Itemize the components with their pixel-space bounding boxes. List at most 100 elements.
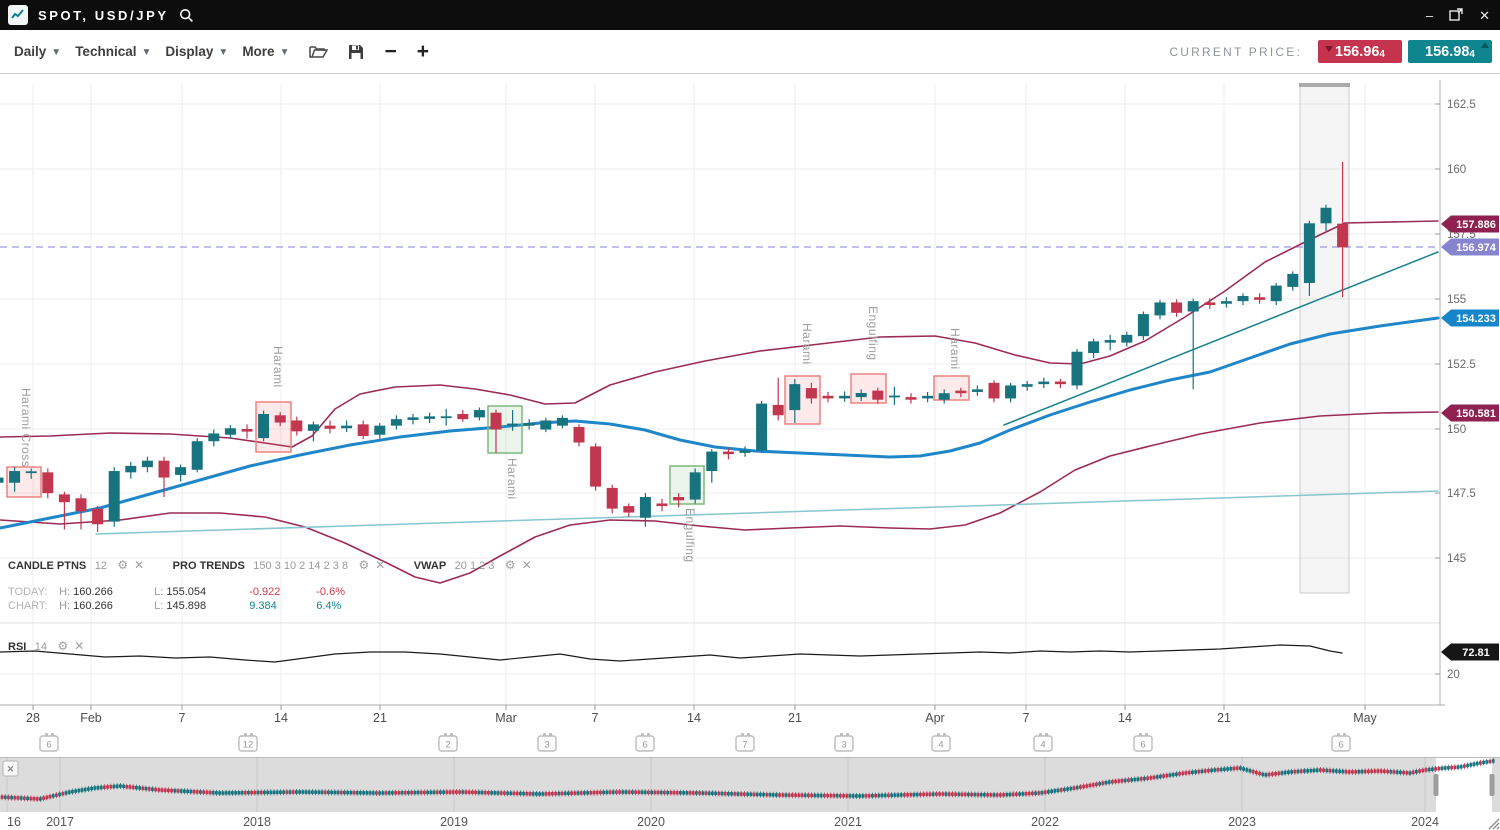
minimap-candle: [1184, 771, 1188, 775]
minimap-candle: [599, 790, 602, 795]
zoom-in-button[interactable]: +: [416, 40, 430, 63]
search-icon[interactable]: [179, 8, 194, 23]
minimap-candle: [823, 793, 826, 798]
minimap-candle: [855, 794, 858, 798]
candlestick: [9, 471, 21, 483]
minimap-candle: [439, 790, 442, 794]
minimap-candle: [1267, 772, 1271, 777]
chart-text: 160: [1447, 164, 1466, 176]
price-badge: [1441, 309, 1499, 327]
minimap-candle: [243, 790, 247, 795]
minimap-candle: [954, 792, 957, 796]
minimap-left-handle[interactable]: [1433, 774, 1439, 796]
minimap-candle: [1296, 769, 1300, 774]
minimap-candle: [1200, 769, 1204, 773]
minimap-candle: [1146, 776, 1149, 780]
calendar-badge-icon[interactable]: [735, 735, 755, 752]
minimap-candle: [973, 792, 977, 797]
candlestick: [75, 498, 87, 512]
minimap-candle: [1341, 769, 1345, 774]
date-tick-label: 14: [1118, 711, 1132, 725]
minimap-candle: [359, 791, 362, 795]
minimap-candle: [199, 790, 202, 794]
menu-timeframe[interactable]: Daily ▼: [14, 44, 62, 59]
minimap-candle: [871, 793, 874, 798]
close-icon[interactable]: ✕: [134, 558, 145, 572]
minimap-candle: [112, 784, 116, 789]
candlestick: [374, 425, 386, 435]
resize-grip-icon: [1496, 826, 1500, 830]
minimap-candle: [413, 790, 417, 795]
minimap-candle: [1123, 778, 1127, 783]
calendar-badge-icon[interactable]: [438, 735, 458, 752]
open-folder-icon[interactable]: [309, 44, 329, 59]
calendar-badge-icon[interactable]: [635, 735, 655, 752]
menu-technical[interactable]: Technical ▼: [75, 44, 152, 59]
minimap-candle: [109, 785, 113, 789]
menu-more[interactable]: More ▼: [242, 44, 290, 59]
minimap-candle: [170, 788, 173, 793]
calendar-badge-icon[interactable]: [1133, 735, 1153, 752]
gear-icon[interactable]: ⚙: [117, 558, 129, 572]
calendar-badge-icon[interactable]: [1033, 735, 1053, 752]
minimap-candle: [1290, 770, 1293, 774]
minimap-candle: [419, 790, 423, 795]
minimap-candle: [1130, 778, 1133, 782]
minimap-candle: [1127, 778, 1130, 782]
popout-icon[interactable]: [1449, 7, 1463, 23]
zoom-out-button[interactable]: −: [384, 40, 397, 63]
minimap-candle: [906, 793, 909, 797]
minimize-button[interactable]: –: [1425, 7, 1434, 23]
minimap-candle: [1139, 777, 1143, 781]
chart-change-pct: 6.4%: [316, 600, 342, 612]
minimap-candle: [650, 790, 653, 795]
minimap-candle: [794, 793, 797, 797]
calendar-badge-icon[interactable]: [39, 735, 59, 752]
calendar-badge-icon[interactable]: [1331, 735, 1351, 752]
calendar-badge-icon[interactable]: [931, 735, 951, 752]
minimap-candle: [221, 791, 225, 795]
close-button[interactable]: ✕: [1479, 7, 1490, 23]
minimap-candle: [1264, 773, 1268, 777]
minimap-candle: [797, 793, 801, 797]
minimap-right-handle[interactable]: [1489, 774, 1495, 796]
minimap-candle: [323, 790, 327, 795]
menu-display[interactable]: Display ▼: [165, 44, 229, 59]
minimap-candle: [432, 790, 436, 795]
chart-text: 155: [1447, 294, 1466, 306]
minimap-candle: [631, 790, 634, 794]
zoom-region-handle[interactable]: [1299, 83, 1350, 87]
minimap-candle: [1475, 761, 1479, 766]
minimap-close-button[interactable]: [2, 760, 19, 777]
minimap-candle: [29, 796, 33, 801]
minimap-candle: [330, 790, 333, 795]
minimap-candle: [211, 790, 215, 795]
minimap-candle: [759, 792, 762, 797]
minimap-candle: [1424, 768, 1428, 772]
gear-icon[interactable]: ⚙: [358, 558, 370, 572]
minimap-candle: [541, 792, 545, 796]
minimap-candle: [525, 791, 529, 796]
candlestick: [1088, 341, 1100, 354]
candlestick: [523, 423, 535, 426]
gear-icon[interactable]: ⚙: [57, 639, 69, 653]
minimap-candle: [45, 795, 49, 800]
close-icon[interactable]: ✕: [375, 558, 386, 572]
minimap-candle: [493, 791, 497, 795]
pattern-count: 6: [46, 740, 51, 751]
chart-text: 150: [1447, 424, 1466, 436]
minimap-candle: [35, 797, 39, 801]
calendar-badge-icon[interactable]: [537, 735, 557, 752]
calendar-badge-icon[interactable]: [238, 735, 258, 752]
close-icon[interactable]: ✕: [74, 639, 85, 653]
minimap-candle: [800, 793, 804, 797]
minimap-candle: [1431, 767, 1434, 771]
minimap-candle: [890, 793, 893, 797]
today-change: -0.922: [249, 586, 281, 598]
calendar-badge-icon[interactable]: [834, 735, 854, 752]
close-icon[interactable]: ✕: [521, 558, 532, 572]
gear-icon[interactable]: ⚙: [504, 558, 516, 572]
minimap-candle: [611, 790, 615, 794]
date-tick-label: Apr: [925, 711, 944, 725]
save-icon[interactable]: [348, 44, 364, 60]
